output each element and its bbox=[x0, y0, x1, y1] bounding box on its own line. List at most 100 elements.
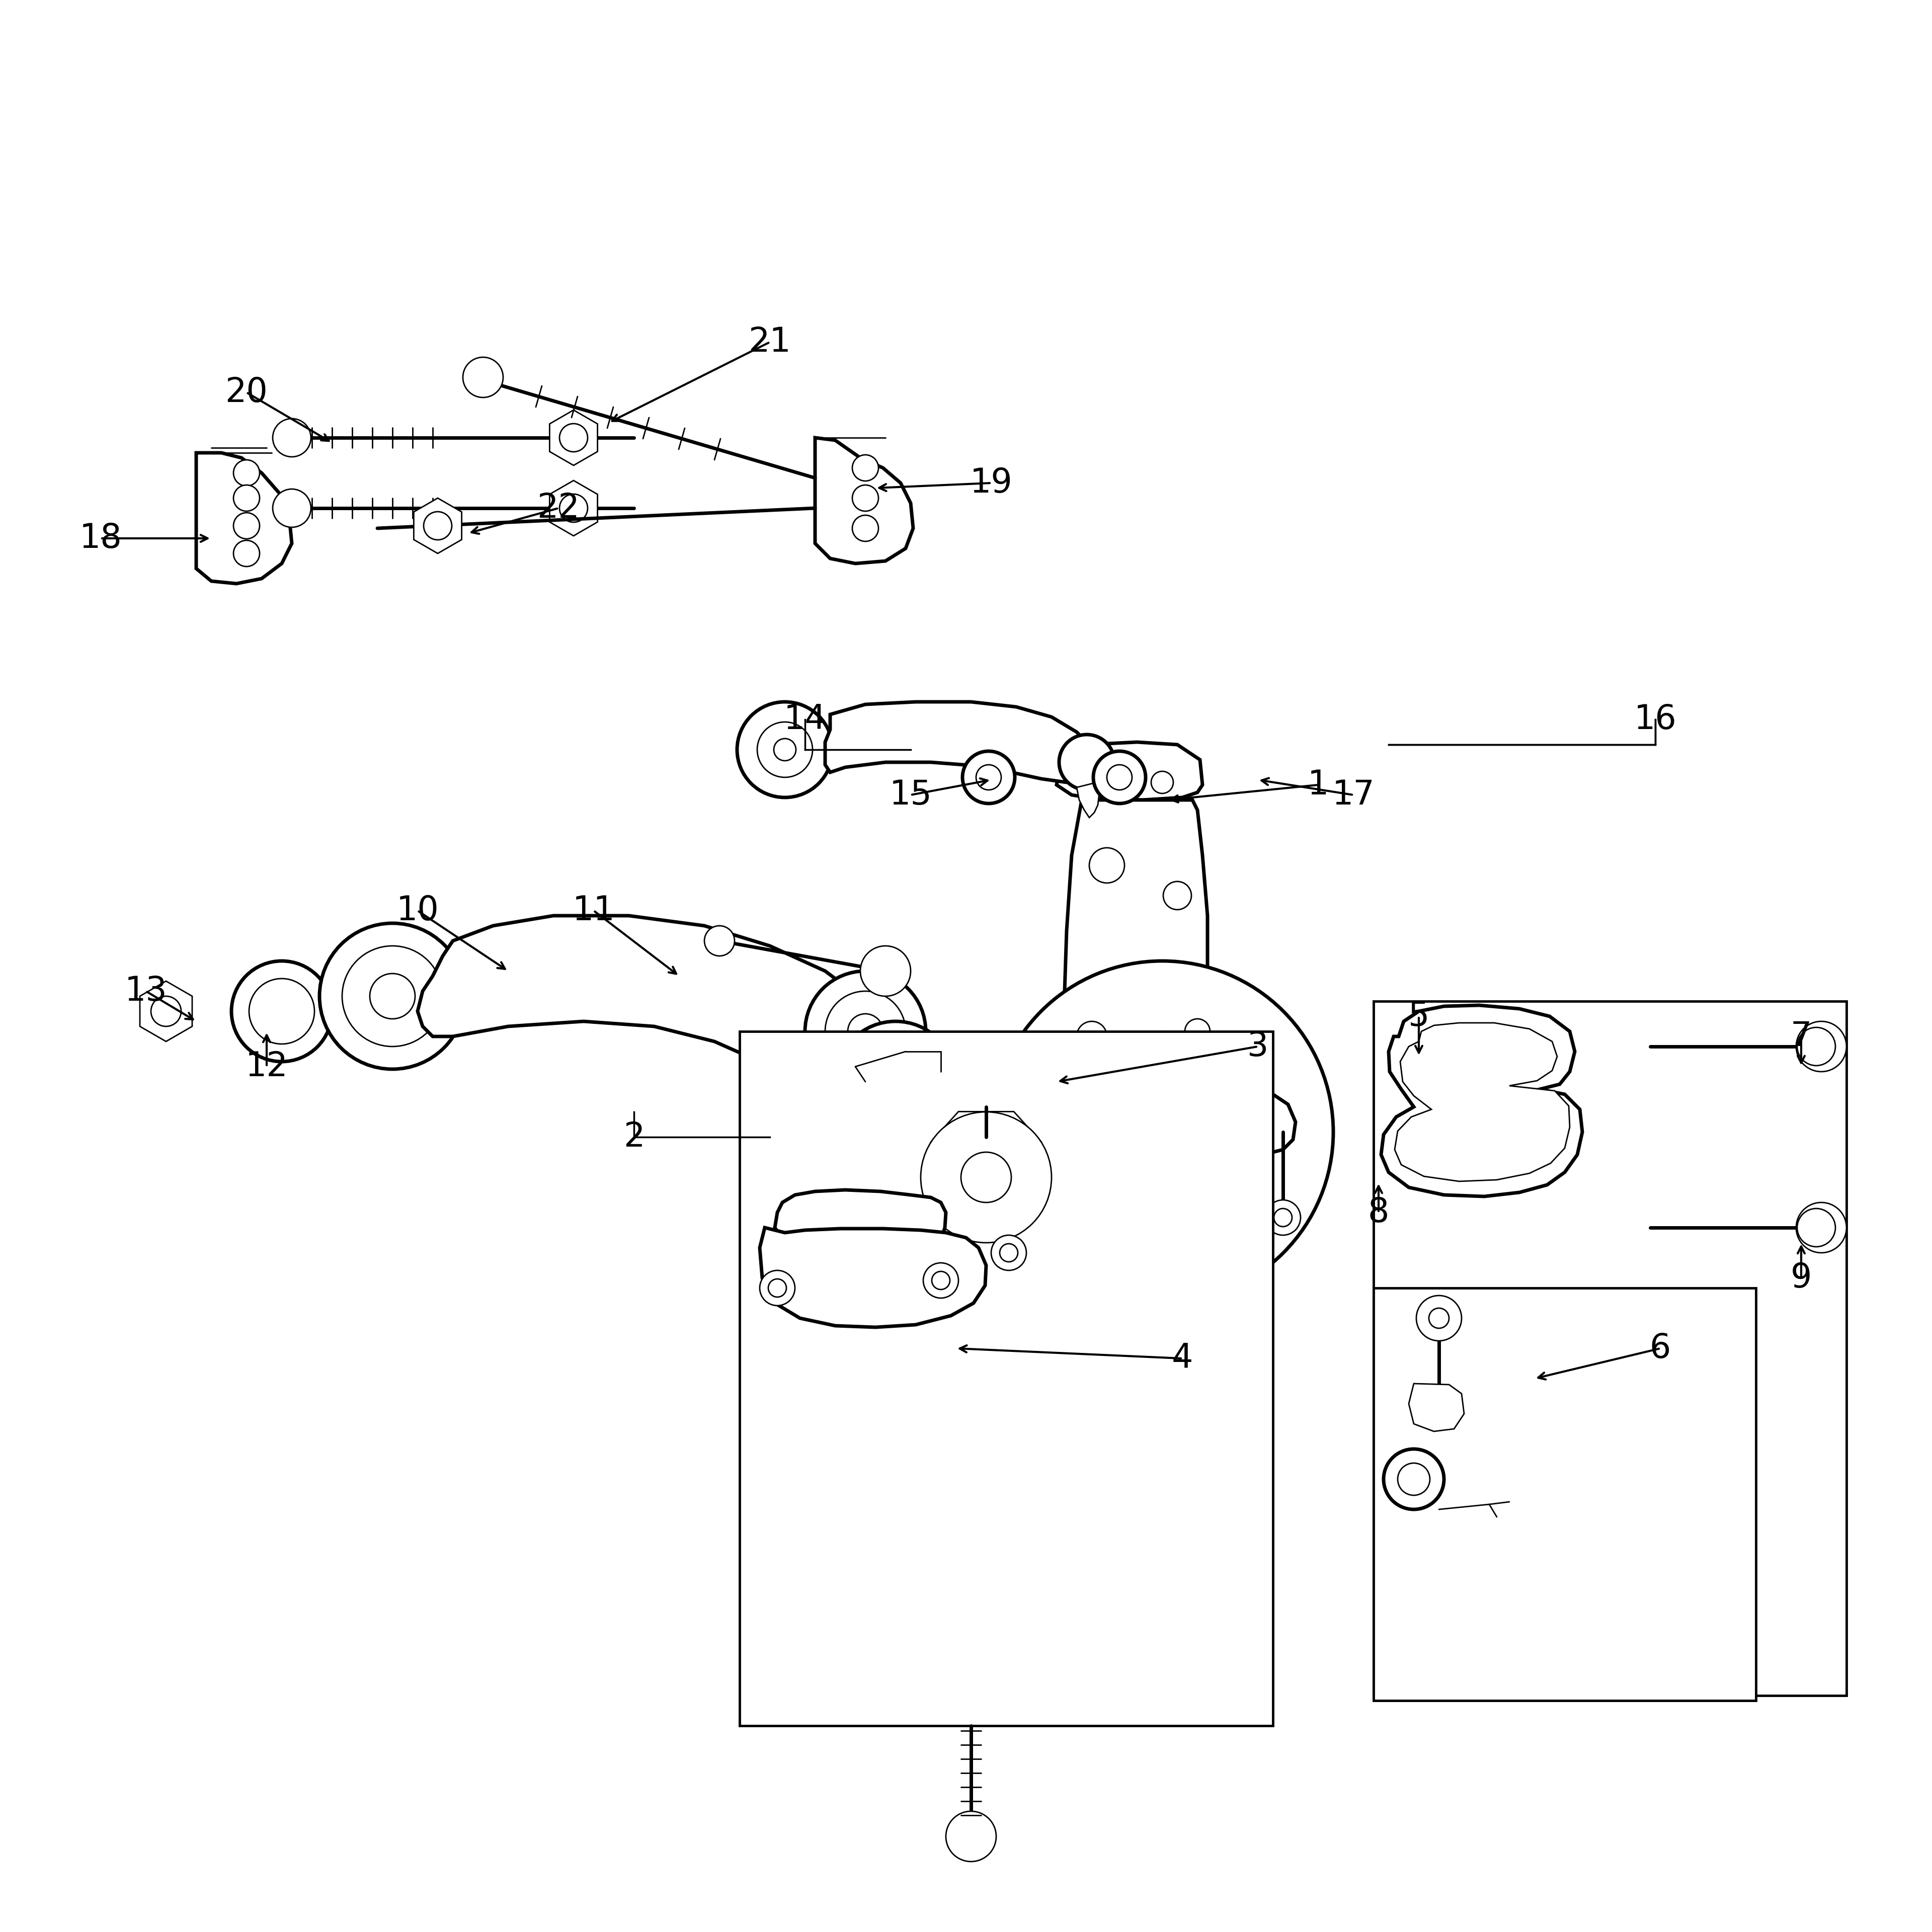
Circle shape bbox=[769, 1279, 786, 1296]
Polygon shape bbox=[417, 916, 891, 1092]
Polygon shape bbox=[139, 981, 191, 1041]
Text: 18: 18 bbox=[79, 522, 122, 554]
Circle shape bbox=[960, 1151, 1010, 1202]
Circle shape bbox=[1076, 1022, 1107, 1051]
Polygon shape bbox=[1122, 1117, 1192, 1165]
Bar bbox=[1374, 1289, 1756, 1700]
Circle shape bbox=[856, 1041, 935, 1122]
Text: 2: 2 bbox=[624, 1121, 645, 1153]
Circle shape bbox=[1797, 1209, 1835, 1246]
Polygon shape bbox=[759, 1227, 985, 1327]
Polygon shape bbox=[947, 1043, 1016, 1095]
Polygon shape bbox=[1076, 782, 1099, 817]
Polygon shape bbox=[825, 701, 1097, 782]
Circle shape bbox=[1383, 1449, 1443, 1509]
Circle shape bbox=[852, 485, 879, 512]
Polygon shape bbox=[815, 439, 914, 564]
Circle shape bbox=[232, 960, 332, 1061]
Circle shape bbox=[1113, 771, 1136, 794]
Polygon shape bbox=[197, 452, 292, 583]
Text: 15: 15 bbox=[889, 779, 931, 811]
Circle shape bbox=[369, 974, 415, 1018]
Text: 20: 20 bbox=[226, 377, 269, 410]
Polygon shape bbox=[413, 498, 462, 553]
Circle shape bbox=[1797, 1028, 1835, 1066]
Circle shape bbox=[931, 1271, 951, 1289]
Text: 6: 6 bbox=[1650, 1331, 1671, 1366]
Polygon shape bbox=[1381, 1005, 1582, 1196]
Circle shape bbox=[234, 541, 259, 566]
Circle shape bbox=[848, 1014, 883, 1049]
Polygon shape bbox=[1215, 1092, 1296, 1155]
Circle shape bbox=[423, 512, 452, 539]
Circle shape bbox=[319, 923, 466, 1068]
Text: 9: 9 bbox=[1791, 1262, 1812, 1294]
Circle shape bbox=[806, 972, 925, 1092]
Text: 10: 10 bbox=[396, 895, 439, 927]
Text: 7: 7 bbox=[1791, 1020, 1812, 1053]
Circle shape bbox=[560, 495, 587, 522]
Text: 8: 8 bbox=[1368, 1196, 1389, 1229]
Circle shape bbox=[1094, 752, 1146, 804]
Circle shape bbox=[922, 1113, 1051, 1242]
Circle shape bbox=[1163, 881, 1192, 910]
Bar bbox=[740, 1032, 1273, 1725]
Circle shape bbox=[1151, 771, 1173, 794]
Text: 22: 22 bbox=[537, 491, 580, 526]
Polygon shape bbox=[931, 1111, 1041, 1173]
Text: 1: 1 bbox=[1308, 769, 1329, 802]
Circle shape bbox=[860, 947, 910, 997]
Circle shape bbox=[249, 980, 315, 1043]
Polygon shape bbox=[549, 481, 597, 535]
Circle shape bbox=[852, 516, 879, 541]
Circle shape bbox=[151, 997, 182, 1026]
Circle shape bbox=[234, 460, 259, 487]
Circle shape bbox=[947, 1812, 997, 1862]
Circle shape bbox=[759, 1271, 794, 1306]
Circle shape bbox=[1397, 1463, 1430, 1495]
Circle shape bbox=[1107, 765, 1132, 790]
Text: 12: 12 bbox=[245, 1049, 288, 1084]
Text: 3: 3 bbox=[1248, 1030, 1269, 1063]
Circle shape bbox=[234, 485, 259, 512]
Circle shape bbox=[272, 419, 311, 456]
Circle shape bbox=[991, 960, 1333, 1302]
Circle shape bbox=[1090, 848, 1124, 883]
Circle shape bbox=[999, 1244, 1018, 1262]
Circle shape bbox=[1059, 734, 1115, 790]
Circle shape bbox=[1430, 1308, 1449, 1329]
Text: 19: 19 bbox=[970, 466, 1012, 500]
Circle shape bbox=[825, 991, 906, 1072]
Circle shape bbox=[234, 512, 259, 539]
Circle shape bbox=[1797, 1022, 1847, 1072]
Text: 13: 13 bbox=[124, 974, 168, 1009]
Polygon shape bbox=[549, 410, 597, 466]
Polygon shape bbox=[1057, 742, 1202, 800]
Polygon shape bbox=[989, 1082, 1068, 1132]
Text: 5: 5 bbox=[1408, 999, 1430, 1034]
Bar bbox=[1374, 1001, 1847, 1696]
Circle shape bbox=[962, 1119, 1010, 1167]
Circle shape bbox=[1416, 1296, 1463, 1341]
Polygon shape bbox=[775, 1190, 947, 1252]
Circle shape bbox=[705, 925, 734, 956]
Circle shape bbox=[1265, 1200, 1300, 1235]
Text: 21: 21 bbox=[748, 325, 790, 359]
Circle shape bbox=[877, 1065, 914, 1099]
Circle shape bbox=[464, 357, 502, 398]
Circle shape bbox=[775, 738, 796, 761]
Text: 11: 11 bbox=[572, 895, 614, 927]
Circle shape bbox=[1797, 1202, 1847, 1252]
Polygon shape bbox=[1076, 1273, 1194, 1360]
Text: 4: 4 bbox=[1171, 1343, 1194, 1376]
Circle shape bbox=[835, 1022, 956, 1142]
Circle shape bbox=[1273, 1209, 1293, 1227]
Circle shape bbox=[852, 454, 879, 481]
Circle shape bbox=[560, 423, 587, 452]
Text: 17: 17 bbox=[1331, 779, 1376, 811]
Text: 14: 14 bbox=[784, 703, 827, 736]
Circle shape bbox=[1184, 1018, 1209, 1043]
Circle shape bbox=[991, 1235, 1026, 1271]
Circle shape bbox=[923, 1264, 958, 1298]
Polygon shape bbox=[1099, 1223, 1202, 1308]
